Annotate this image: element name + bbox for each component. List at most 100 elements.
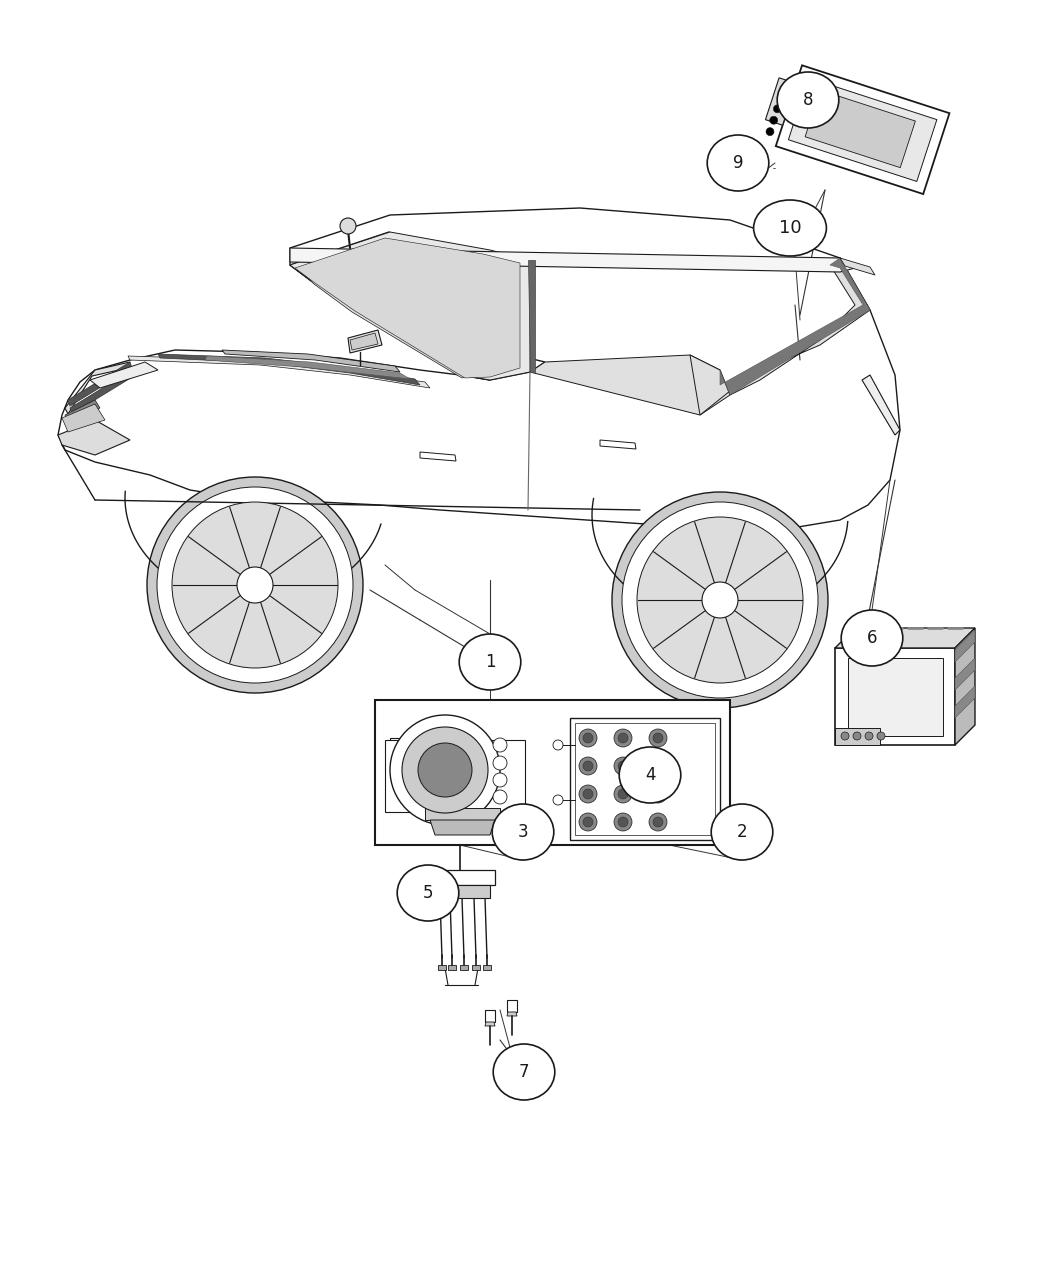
Polygon shape — [435, 885, 490, 898]
Polygon shape — [65, 400, 100, 422]
Bar — [789, 78, 937, 181]
Text: 6: 6 — [866, 629, 877, 646]
Ellipse shape — [754, 200, 826, 256]
Circle shape — [618, 789, 628, 799]
Circle shape — [172, 502, 338, 668]
Polygon shape — [348, 330, 382, 353]
Circle shape — [340, 218, 356, 235]
Polygon shape — [690, 258, 870, 414]
Circle shape — [237, 567, 273, 603]
Circle shape — [770, 116, 778, 124]
Polygon shape — [90, 362, 158, 388]
Circle shape — [841, 732, 849, 739]
Circle shape — [637, 516, 803, 683]
Circle shape — [494, 790, 507, 805]
Circle shape — [614, 729, 632, 747]
Polygon shape — [300, 240, 475, 377]
Polygon shape — [128, 356, 430, 388]
Ellipse shape — [494, 1044, 554, 1100]
Circle shape — [579, 757, 597, 775]
Polygon shape — [956, 630, 975, 662]
Polygon shape — [507, 1000, 517, 1012]
Polygon shape — [295, 238, 520, 377]
Ellipse shape — [397, 864, 459, 921]
Polygon shape — [720, 258, 870, 395]
Polygon shape — [438, 965, 446, 970]
Polygon shape — [956, 658, 975, 690]
Circle shape — [583, 789, 593, 799]
Text: 3: 3 — [518, 822, 528, 842]
Polygon shape — [65, 362, 130, 414]
Polygon shape — [528, 260, 536, 372]
Ellipse shape — [711, 805, 773, 861]
Bar — [776, 65, 949, 194]
Circle shape — [649, 757, 667, 775]
Text: 1: 1 — [485, 653, 496, 671]
Polygon shape — [507, 1012, 517, 1016]
Circle shape — [653, 733, 663, 743]
Circle shape — [583, 817, 593, 827]
Polygon shape — [485, 1010, 495, 1023]
Polygon shape — [840, 258, 875, 275]
Circle shape — [853, 732, 861, 739]
Bar — [375, 700, 730, 845]
Circle shape — [553, 796, 563, 805]
Bar — [575, 723, 715, 835]
Circle shape — [774, 105, 781, 112]
Circle shape — [583, 761, 593, 771]
Polygon shape — [290, 232, 530, 380]
Circle shape — [877, 732, 885, 739]
Circle shape — [579, 729, 597, 747]
Polygon shape — [472, 965, 480, 970]
Polygon shape — [390, 738, 420, 808]
Circle shape — [766, 128, 774, 135]
Circle shape — [418, 743, 472, 797]
Bar — [848, 658, 943, 736]
Circle shape — [579, 813, 597, 831]
Bar — [765, 78, 796, 125]
Circle shape — [494, 773, 507, 787]
Circle shape — [583, 733, 593, 743]
Polygon shape — [290, 232, 490, 380]
Polygon shape — [460, 965, 468, 970]
Polygon shape — [600, 440, 636, 449]
Text: 10: 10 — [779, 219, 801, 237]
Polygon shape — [485, 1023, 495, 1026]
Polygon shape — [350, 333, 378, 351]
Circle shape — [614, 757, 632, 775]
Polygon shape — [448, 965, 456, 970]
Polygon shape — [835, 728, 880, 745]
Polygon shape — [835, 648, 956, 745]
Bar — [805, 91, 916, 167]
Text: 9: 9 — [733, 154, 743, 172]
Polygon shape — [530, 354, 730, 414]
Ellipse shape — [492, 805, 553, 861]
Polygon shape — [430, 820, 495, 835]
Circle shape — [494, 738, 507, 752]
Circle shape — [147, 477, 363, 694]
Polygon shape — [483, 965, 491, 970]
Polygon shape — [862, 375, 900, 435]
Polygon shape — [58, 419, 130, 455]
Polygon shape — [956, 686, 975, 718]
Polygon shape — [835, 629, 975, 648]
Circle shape — [614, 813, 632, 831]
Circle shape — [579, 785, 597, 803]
Circle shape — [653, 761, 663, 771]
Polygon shape — [222, 351, 400, 372]
Circle shape — [618, 733, 628, 743]
Circle shape — [390, 715, 500, 825]
Circle shape — [649, 729, 667, 747]
Polygon shape — [158, 354, 420, 385]
Text: 5: 5 — [423, 884, 434, 901]
Polygon shape — [430, 870, 495, 885]
Polygon shape — [70, 370, 134, 414]
Ellipse shape — [620, 747, 680, 803]
Circle shape — [494, 756, 507, 770]
Text: 4: 4 — [645, 766, 655, 784]
Text: 2: 2 — [737, 822, 748, 842]
Text: 8: 8 — [803, 91, 814, 108]
Circle shape — [618, 761, 628, 771]
Polygon shape — [420, 453, 456, 462]
Bar — [570, 718, 720, 840]
